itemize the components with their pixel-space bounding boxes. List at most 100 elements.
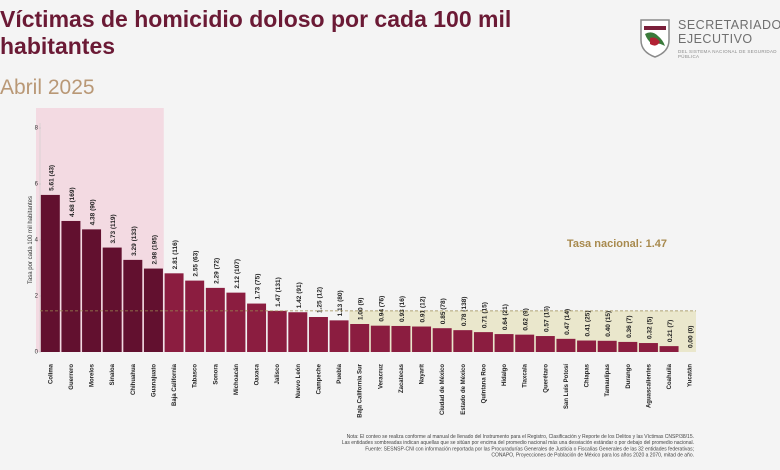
y-axis-label: Tasa por cada 100 mil habitantes <box>28 196 34 284</box>
y-tick-label: 6 <box>35 182 39 188</box>
x-tick-label: Tlaxcala <box>523 363 529 387</box>
value-label: 0.47 (14) <box>564 309 571 335</box>
value-label: 2.12 (107) <box>234 259 241 289</box>
value-label: 1.13 (80) <box>337 290 344 316</box>
value-label: 0.57 (15) <box>543 306 550 332</box>
bar <box>412 326 432 352</box>
value-label: 0.41 (25) <box>585 310 592 336</box>
value-label: 0.32 (5) <box>646 317 653 339</box>
value-label: 3.73 (119) <box>110 214 117 243</box>
value-label: 0.36 (7) <box>626 316 633 338</box>
x-tick-label: Chihuahua <box>131 363 137 395</box>
bar <box>350 324 370 352</box>
bar <box>556 338 576 352</box>
logo-text: EJECUTIVO <box>678 32 753 46</box>
x-tick-label: Michoacán <box>234 364 240 395</box>
x-tick-label: Veracruz <box>378 364 384 389</box>
bar <box>638 343 658 352</box>
x-tick-label: Oaxaca <box>255 363 261 385</box>
x-tick-label: Guanajuato <box>151 364 157 397</box>
x-tick-label: Tamaulipas <box>605 363 611 396</box>
bar <box>143 268 163 352</box>
value-label: 2.55 (63) <box>193 251 200 277</box>
value-label: 0.40 (15) <box>605 311 612 337</box>
bar <box>123 259 143 352</box>
bar <box>535 336 555 352</box>
bar <box>453 330 473 352</box>
footnote: Las entidades sombreadas indican aquella… <box>342 440 694 446</box>
x-tick-label: Baja California <box>172 363 178 406</box>
bar <box>247 303 267 352</box>
bar <box>308 317 328 352</box>
x-tick-label: Ciudad de México <box>440 364 446 415</box>
x-tick-label: Nuevo León <box>296 364 302 399</box>
bar <box>577 340 597 352</box>
bar <box>205 287 225 352</box>
x-tick-label: Colima <box>48 363 54 384</box>
bar <box>473 332 493 352</box>
bar <box>185 280 205 352</box>
y-tick-label: 8 <box>35 126 39 132</box>
value-label: 0.85 (78) <box>440 298 447 324</box>
logo-subtext: DEL SISTEMA NACIONAL DE SEGURIDAD PÚBLIC… <box>678 49 777 59</box>
bar <box>494 334 514 352</box>
value-label: 0.91 (12) <box>420 296 427 322</box>
value-label: 2.29 (72) <box>213 258 220 284</box>
value-label: 1.00 (9) <box>358 298 365 320</box>
value-label: 1.25 (12) <box>316 287 323 313</box>
value-label: 1.47 (131) <box>275 277 282 307</box>
x-tick-label: Sonora <box>213 363 219 384</box>
chart-subtitle: Abril 2025 <box>0 76 95 99</box>
bar <box>102 247 122 352</box>
y-tick-label: 4 <box>35 238 39 244</box>
x-tick-label: Tabasco <box>193 364 199 388</box>
value-label: 4.68 (169) <box>69 187 76 217</box>
value-label: 1.42 (91) <box>296 282 303 308</box>
value-label: 3.29 (133) <box>131 226 138 256</box>
footnote: Nota: El conteo se realiza conforme al m… <box>347 434 694 440</box>
bar <box>370 325 390 352</box>
x-tick-label: Nayarit <box>420 364 426 384</box>
x-tick-label: Chiapas <box>585 363 591 387</box>
footnote: Fuente: SESNSP-CNI con información repor… <box>365 446 694 452</box>
bar <box>226 292 246 352</box>
chart-title: Víctimas de homicidio doloso por cada 10… <box>0 6 512 59</box>
value-label: 2.98 (195) <box>151 235 158 265</box>
value-label: 0.00 (0) <box>688 326 695 348</box>
value-label: 0.64 (21) <box>502 304 509 330</box>
x-tick-label: Sinaloa <box>110 363 116 385</box>
bar <box>82 229 102 352</box>
x-tick-label: Quintana Roo <box>481 364 487 404</box>
x-tick-label: Yucatán <box>688 364 694 387</box>
footnote: CONAPO, Proyecciones de Población de Méx… <box>491 453 694 459</box>
logo: SECRETARIADO EJECUTIVO DEL SISTEMA NACIO… <box>638 14 780 64</box>
x-tick-label: Querétaro <box>543 364 549 393</box>
bar <box>164 273 184 352</box>
x-tick-label: Puebla <box>337 363 343 383</box>
reference-label: Tasa nacional: 1.47 <box>567 238 667 250</box>
value-label: 4.38 (90) <box>90 199 97 225</box>
value-label: 1.73 (75) <box>255 274 262 300</box>
x-tick-label: Baja California Sur <box>358 363 364 417</box>
x-tick-label: Zacatecas <box>399 363 405 393</box>
value-label: 0.21 (7) <box>667 320 674 342</box>
bar <box>267 310 287 352</box>
value-label: 0.71 (15) <box>481 302 488 328</box>
bar <box>515 334 535 352</box>
logo-text: SECRETARIADO <box>678 18 780 32</box>
bar <box>597 340 617 352</box>
value-label: 2.81 (116) <box>172 240 179 269</box>
x-tick-label: Morelos <box>90 363 96 387</box>
y-tick-label: 2 <box>35 294 39 300</box>
x-tick-label: Hidalgo <box>502 364 508 386</box>
x-tick-label: Campeche <box>316 363 322 394</box>
x-tick-label: Guerrero <box>69 364 75 390</box>
bar <box>61 220 81 352</box>
y-tick-label: 0 <box>35 350 39 356</box>
logo-shield <box>640 19 670 58</box>
bar <box>432 328 452 352</box>
x-tick-label: Jalisco <box>275 364 281 385</box>
x-tick-label: San Luis Potosí <box>564 364 570 409</box>
